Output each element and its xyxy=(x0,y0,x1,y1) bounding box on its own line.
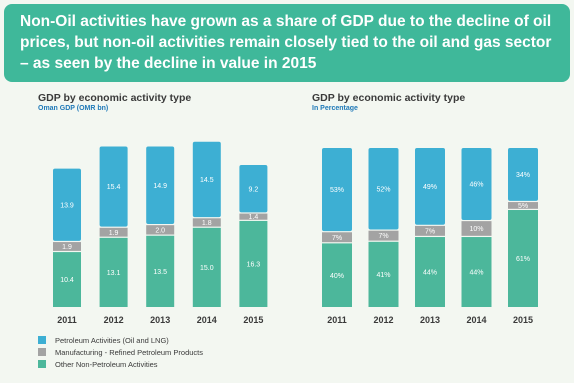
header-banner: Non-Oil activities have grown as a share… xyxy=(4,4,570,82)
data-label-petroleum-2012: 15.4 xyxy=(107,184,121,191)
x-tick-label: 2012 xyxy=(373,315,393,325)
x-tick-label: 2014 xyxy=(197,315,217,325)
x-tick-label: 2011 xyxy=(327,315,347,325)
x-tick-label: 2014 xyxy=(466,315,486,325)
legend-label: Petroleum Activities (Oil and LNG) xyxy=(55,335,169,345)
bar-segment-petroleum-2014 xyxy=(192,141,221,218)
legend-swatch xyxy=(38,336,46,344)
data-label-manufacturing-2011: 7% xyxy=(332,235,342,242)
bar-segment-non-petroleum-2012 xyxy=(368,241,399,307)
bar-segment-non-petroleum-2011 xyxy=(53,252,81,307)
data-label-manufacturing-2013: 7% xyxy=(425,228,435,235)
x-tick-label: 2013 xyxy=(150,315,170,325)
data-label-petroleum-2013: 49% xyxy=(423,184,437,191)
data-label-petroleum-2014: 14.5 xyxy=(200,177,214,184)
legend-item-manufacturing: Manufacturing - Refined Petroleum Produc… xyxy=(38,346,203,358)
bar-segment-manufacturing-2011 xyxy=(53,242,81,251)
x-tick-label: 2012 xyxy=(104,315,124,325)
bar-segment-manufacturing-2014 xyxy=(192,218,221,227)
data-label-manufacturing-2011: 1.9 xyxy=(62,244,72,251)
data-label-petroleum-2015: 34% xyxy=(516,172,530,179)
bar-segment-petroleum-2014 xyxy=(461,148,492,220)
legend-label: Manufacturing - Refined Petroleum Produc… xyxy=(55,347,203,357)
bar-segment-non-petroleum-2013 xyxy=(415,237,445,307)
bar-segment-non-petroleum-2014 xyxy=(461,237,492,307)
bar-segment-non-petroleum-2011 xyxy=(322,243,352,307)
data-label-non-petroleum-2012: 13.1 xyxy=(107,270,121,277)
data-label-petroleum-2011: 53% xyxy=(330,187,344,194)
legend-item-petroleum: Petroleum Activities (Oil and LNG) xyxy=(38,334,203,346)
bar-segment-non-petroleum-2015 xyxy=(239,220,268,307)
bar-segment-non-petroleum-2014 xyxy=(192,227,221,307)
bar-segment-non-petroleum-2012 xyxy=(99,237,128,307)
x-tick-label: 2011 xyxy=(57,315,77,325)
data-label-petroleum-2013: 14.9 xyxy=(153,183,167,190)
x-tick-label: 2015 xyxy=(243,315,263,325)
legend-swatch xyxy=(38,348,46,356)
data-label-petroleum-2012: 52% xyxy=(376,186,390,193)
data-label-manufacturing-2013: 2.0 xyxy=(155,227,165,234)
chart-panel-gdp-value: GDP by economic activity type Oman GDP (… xyxy=(38,92,298,112)
data-label-petroleum-2015: 9.2 xyxy=(249,186,259,193)
bar-segment-petroleum-2012 xyxy=(368,148,399,230)
legend-label: Other Non-Petroleum Activities xyxy=(55,359,158,369)
data-label-non-petroleum-2013: 44% xyxy=(423,270,437,277)
bar-segment-petroleum-2013 xyxy=(415,148,445,225)
data-label-manufacturing-2014: 10% xyxy=(469,226,483,233)
legend-swatch xyxy=(38,360,46,368)
bar-segment-non-petroleum-2013 xyxy=(146,235,175,307)
data-label-petroleum-2014: 46% xyxy=(469,182,483,189)
legend-item-non-petroleum: Other Non-Petroleum Activities xyxy=(38,358,203,370)
chart-title: GDP by economic activity type xyxy=(312,92,466,104)
bar-segment-manufacturing-2012 xyxy=(368,230,399,241)
bar-segment-petroleum-2015 xyxy=(239,164,268,213)
data-label-non-petroleum-2015: 16.3 xyxy=(247,262,261,269)
bar-segment-petroleum-2011 xyxy=(322,148,352,232)
bar-segment-manufacturing-2012 xyxy=(99,227,128,237)
bar-segment-non-petroleum-2015 xyxy=(508,210,538,307)
bar-segment-manufacturing-2015 xyxy=(239,213,268,220)
data-label-manufacturing-2015: 5% xyxy=(518,203,528,210)
data-label-manufacturing-2012: 1.9 xyxy=(109,230,119,237)
data-label-non-petroleum-2012: 41% xyxy=(376,272,390,279)
data-label-manufacturing-2014: 1.8 xyxy=(202,220,212,227)
chart-subtitle: Oman GDP (OMR bn) xyxy=(38,105,109,112)
data-label-non-petroleum-2014: 44% xyxy=(469,270,483,277)
data-label-petroleum-2011: 13.9 xyxy=(60,202,74,209)
bar-segment-petroleum-2013 xyxy=(146,146,175,224)
bar-segment-petroleum-2015 xyxy=(508,148,538,201)
x-tick-label: 2013 xyxy=(420,315,440,325)
bar-segment-manufacturing-2014 xyxy=(461,221,492,236)
data-label-non-petroleum-2011: 10.4 xyxy=(60,277,74,284)
bar-segment-petroleum-2012 xyxy=(99,146,128,227)
chart-title: GDP by economic activity type xyxy=(38,92,192,104)
bar-segment-manufacturing-2013 xyxy=(146,225,175,235)
data-label-non-petroleum-2013: 13.5 xyxy=(153,269,167,276)
data-label-non-petroleum-2011: 40% xyxy=(330,273,344,280)
header-title: Non-Oil activities have grown as a share… xyxy=(20,13,552,72)
chart-subtitle: In Percentage xyxy=(312,105,358,112)
data-label-non-petroleum-2014: 15.0 xyxy=(200,265,214,272)
chart-panel-gdp-percentage: GDP by economic activity type In Percent… xyxy=(312,92,560,112)
bar-segment-petroleum-2011 xyxy=(53,168,81,241)
bar-segment-manufacturing-2013 xyxy=(415,225,445,236)
bar-segment-manufacturing-2015 xyxy=(508,202,538,209)
data-label-manufacturing-2012: 7% xyxy=(378,233,388,240)
legend: Petroleum Activities (Oil and LNG) Manuf… xyxy=(38,334,203,370)
x-tick-label: 2015 xyxy=(513,315,533,325)
data-label-manufacturing-2015: 1.4 xyxy=(249,214,259,221)
bar-segment-manufacturing-2011 xyxy=(322,232,352,243)
data-label-non-petroleum-2015: 61% xyxy=(516,256,530,263)
